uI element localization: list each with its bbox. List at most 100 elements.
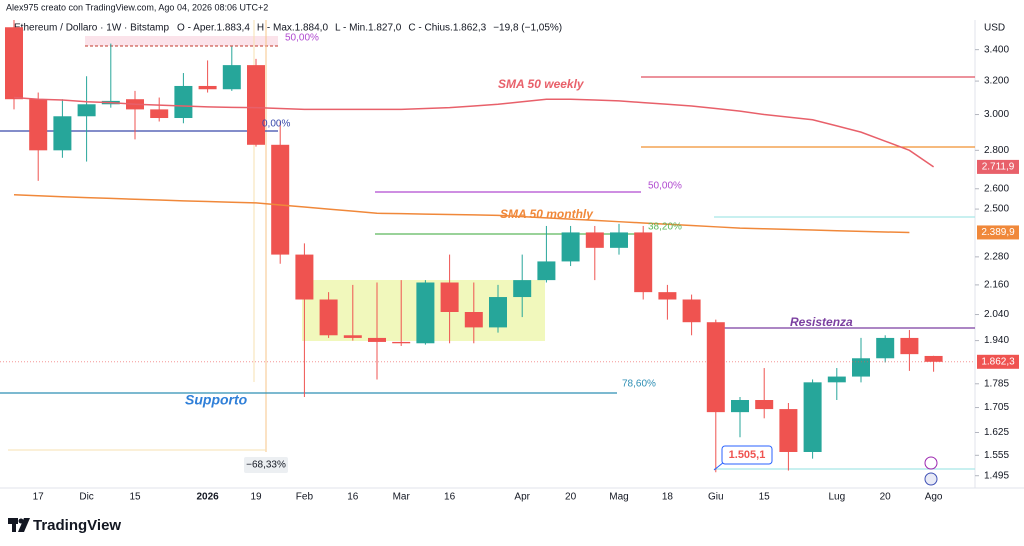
candle-body (537, 261, 556, 281)
ohlc-value: H - Max.1.884,0 (257, 23, 329, 34)
y-tick-label: 1.495 (984, 470, 1009, 481)
y-tick-label: 3.000 (984, 109, 1009, 120)
candle-body (585, 232, 604, 248)
symbol-legend: Ethereum / Dollaro · 1W · Bitstamp (14, 23, 169, 34)
y-tick-label: 1.785 (984, 378, 1009, 389)
low-box (721, 445, 773, 465)
sma-line (13, 194, 910, 234)
candle-body (440, 282, 459, 312)
candle-body (706, 322, 725, 413)
candle-body (416, 282, 435, 344)
x-tick-label: Mar (393, 492, 411, 503)
candle-body (561, 232, 580, 262)
candle-body (876, 337, 895, 359)
candle-body (924, 355, 943, 362)
candle-body (222, 65, 241, 90)
credit: Alex975 creato con TradingView.com, Ago … (6, 2, 268, 12)
annotation: Supporto (185, 392, 248, 408)
price-label: 1.862,3 (981, 356, 1015, 367)
x-tick-label: Dic (79, 492, 93, 503)
sma-label: SMA 50 weekly (498, 77, 585, 91)
candle-body (610, 232, 628, 248)
brand: TradingView (33, 517, 121, 534)
annotation: 50,00% (648, 181, 682, 192)
y-tick-label: 2.500 (984, 204, 1009, 215)
price-label: 2.711,9 (982, 162, 1015, 173)
icon (924, 472, 938, 486)
annotation: −68,33% (246, 460, 286, 471)
y-tick-label: 2.040 (984, 309, 1009, 320)
ohlc-value: L - Min.1.827,0 (335, 23, 402, 34)
candle-body (295, 254, 314, 300)
price-label: 2.389,9 (981, 227, 1015, 238)
candle-body (343, 335, 362, 338)
candle-body (392, 341, 411, 344)
candle-body (731, 400, 749, 413)
candle-body (634, 232, 653, 293)
icon (924, 456, 938, 470)
y-tick-label: 3.200 (984, 76, 1009, 87)
y-tick-label: 1.940 (984, 335, 1009, 346)
candle-body (368, 337, 386, 342)
x-tick-label: 19 (250, 492, 262, 503)
x-tick-label: Lug (828, 492, 845, 503)
ohlc-value: C - Chius.1.862,3 (408, 23, 486, 34)
x-tick-label: 16 (347, 492, 359, 503)
candle-body (319, 299, 338, 336)
candle-body (5, 27, 23, 100)
x-tick-label: 20 (565, 492, 577, 503)
annotation: 38,20% (648, 222, 682, 233)
y-tick-label: 1.705 (984, 402, 1009, 413)
candle-body (803, 382, 822, 452)
logo-mark (12, 518, 16, 532)
candle-body (900, 337, 919, 355)
x-tick-label: Ago (925, 492, 943, 503)
annotation: 1.505,1 (729, 449, 766, 461)
drawdown-box (244, 457, 288, 473)
x-tick-label: Giu (708, 492, 724, 503)
price-label-box (977, 225, 1019, 240)
annotation: Resistenza (790, 315, 853, 329)
x-tick-label: 18 (662, 492, 674, 503)
candle-body (53, 116, 72, 151)
y-tick-label: 2.600 (984, 183, 1009, 194)
change-value: −19,8 (−1,05%) (493, 23, 562, 34)
y-tick-label: 2.160 (984, 280, 1009, 291)
x-tick-label: Apr (514, 492, 530, 503)
x-tick-label: 17 (33, 492, 45, 503)
candle-body (682, 299, 701, 323)
candle-body (150, 109, 169, 119)
candle-body (852, 358, 870, 377)
candle-body (658, 292, 677, 300)
y-tick-label: 1.555 (984, 450, 1009, 461)
currency: USD (984, 23, 1005, 34)
x-tick-label: 20 (880, 492, 892, 503)
candle-body (271, 144, 290, 255)
candle-body (513, 280, 532, 298)
price-label-box (977, 354, 1019, 369)
sma-line (13, 96, 935, 168)
candle-body (247, 65, 265, 145)
fib-zone (85, 36, 278, 46)
x-tick-label: 16 (444, 492, 456, 503)
y-tick-label: 2.800 (984, 145, 1009, 156)
candle-body (827, 376, 846, 383)
logo-mark (18, 518, 30, 532)
annotation: 78,60% (622, 379, 656, 390)
x-tick-label: 15 (759, 492, 771, 503)
y-tick-label: 1.625 (984, 427, 1009, 438)
candle-body (779, 409, 798, 452)
ohlc-value: O - Aper.1.883,4 (177, 23, 250, 34)
candle-body (755, 400, 774, 410)
annotation: 0,00% (262, 119, 290, 130)
candle-body (198, 85, 217, 90)
tradingview-logo: TradingView (8, 517, 121, 534)
candle-body (77, 104, 96, 117)
x-tick-label: Feb (296, 492, 314, 503)
x-tick-label: 15 (129, 492, 141, 503)
annotation: 50,00% (285, 33, 319, 44)
candle-body (174, 85, 193, 119)
sma-label: SMA 50 monthly (500, 207, 594, 221)
